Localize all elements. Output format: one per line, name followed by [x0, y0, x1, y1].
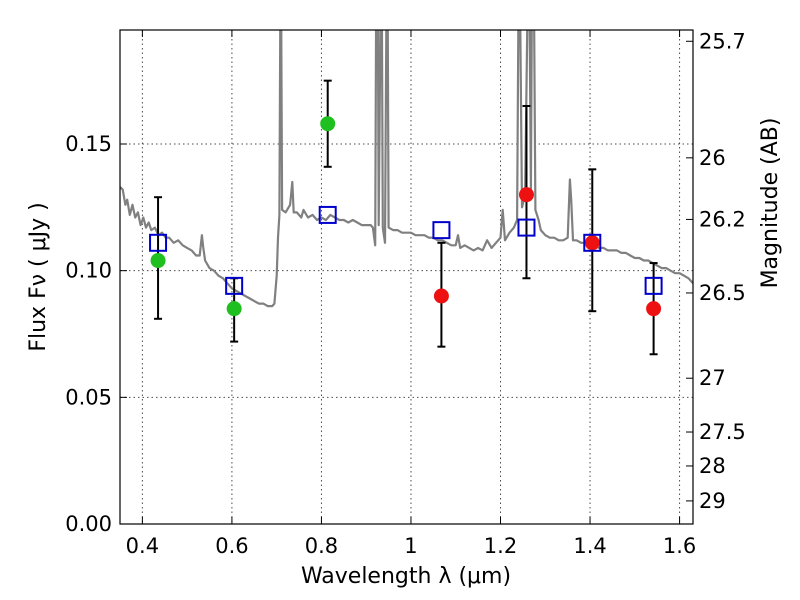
model-point [517, 218, 536, 237]
y2-tick-label: 25.7 [699, 29, 746, 53]
plot-frame [119, 29, 694, 525]
model-point [149, 233, 168, 252]
y2-tick-label: 28 [699, 454, 726, 478]
x-tick-label: 1.4 [573, 534, 606, 558]
y-tick-label: 0.05 [65, 385, 112, 409]
x-tick-label: 0.6 [215, 534, 248, 558]
data-point [150, 253, 166, 269]
y2-tick-label: 27 [699, 366, 726, 390]
model-spectrum-line [120, 30, 693, 308]
data-point [226, 301, 242, 317]
model-point [583, 233, 602, 252]
model-point [318, 205, 337, 224]
y-axis-label: Flux Fν ( μJy ) [26, 202, 51, 351]
x-tick-label: 1 [404, 534, 417, 558]
y2-tick-label: 29 [699, 489, 726, 513]
axes-ticks: 0.4 0.6 0.8 1 1.2 1.4 1.6 0.00 0.05 0.10 0.15 25.7 2… [65, 29, 746, 558]
grid [120, 30, 693, 524]
x-tick-label: 1.6 [663, 534, 696, 558]
y2-tick-label: 26.2 [699, 207, 746, 231]
model-point [432, 221, 451, 240]
data-point [646, 301, 662, 317]
x-tick-label: 0.8 [305, 534, 338, 558]
model-point [644, 276, 663, 295]
y2-axis-label: Magnitude (AB) [758, 118, 783, 289]
y-tick-label: 0.15 [65, 132, 112, 156]
data-point [433, 288, 449, 304]
y-tick-label: 0.10 [65, 259, 112, 283]
y-tick-label: 0.00 [65, 512, 112, 536]
data-point [518, 187, 534, 203]
y2-tick-label: 26.5 [699, 281, 746, 305]
y2-tick-label: 26 [699, 146, 726, 170]
data-point [584, 235, 600, 251]
y2-tick-label: 27.5 [699, 420, 746, 444]
x-tick-label: 1.2 [484, 534, 517, 558]
data-point [320, 116, 336, 132]
plot-area [120, 30, 693, 356]
model-point [225, 276, 244, 295]
x-axis-label: Wavelength λ (μm) [301, 564, 511, 589]
x-tick-label: 0.4 [126, 534, 159, 558]
